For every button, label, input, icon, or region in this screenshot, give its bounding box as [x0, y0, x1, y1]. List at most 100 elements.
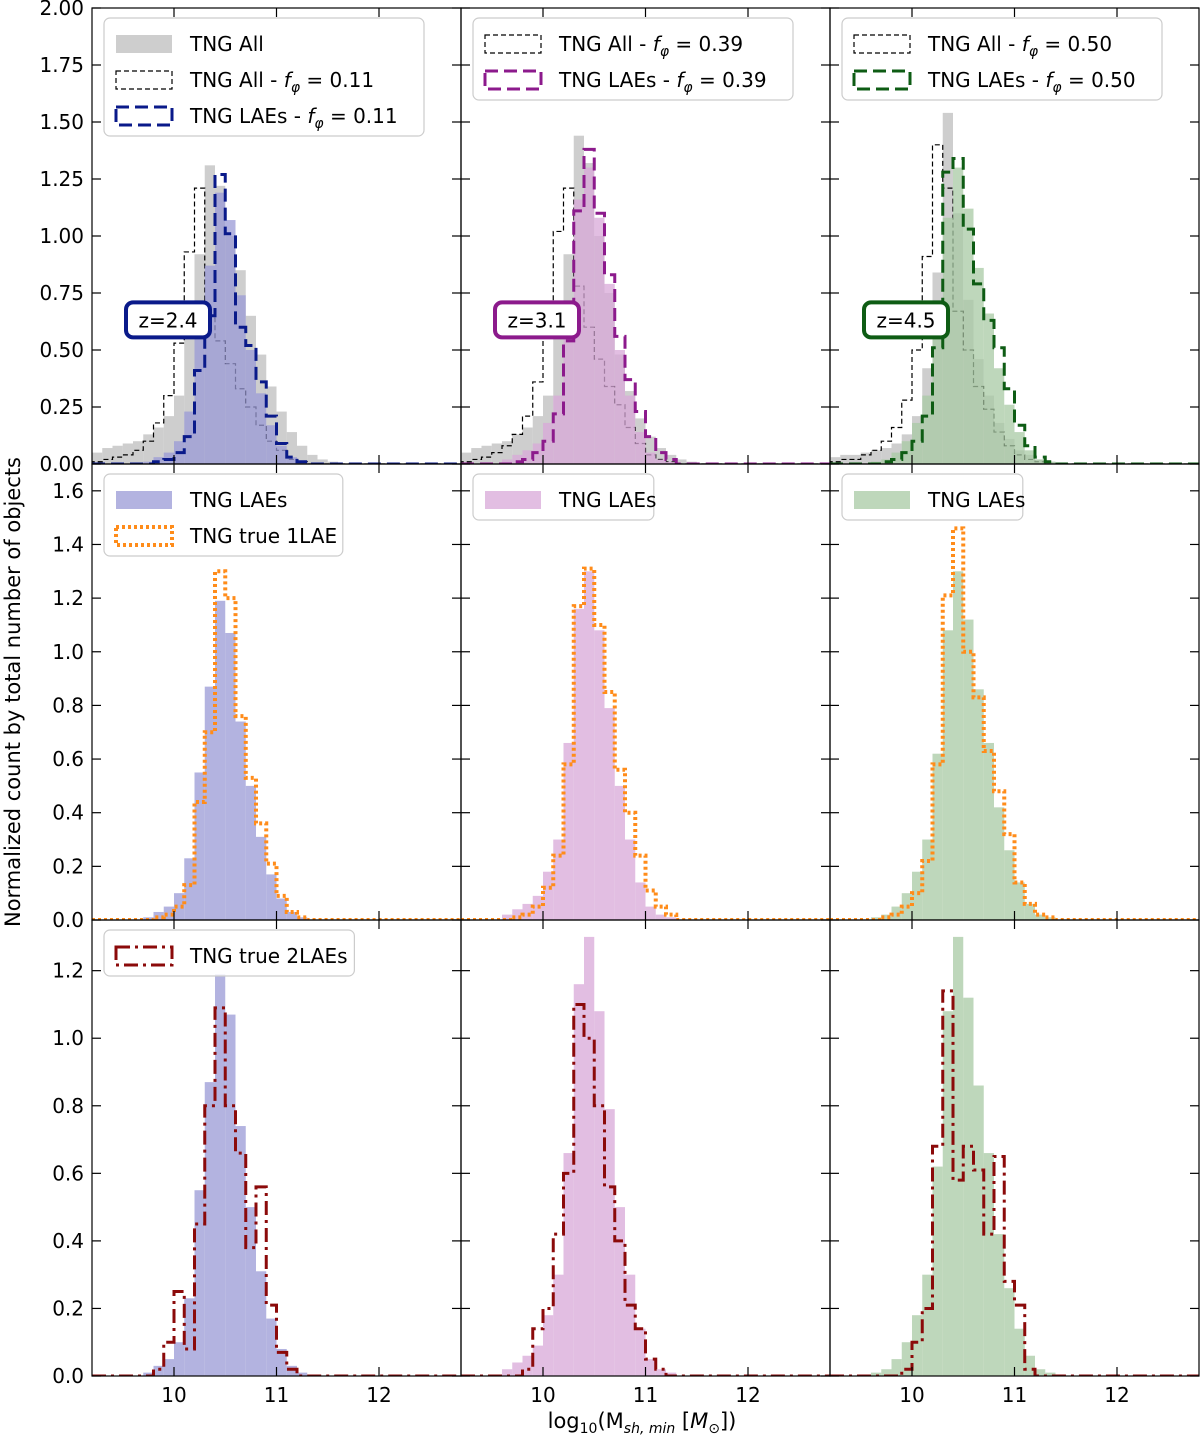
- histogram-bar: [512, 434, 523, 464]
- histogram-bar: [286, 457, 297, 464]
- histogram-bar: [245, 785, 256, 920]
- panel-row3-col1: 0.0 0.2 0.4 0.6 0.8 1.0 1.2 10 11 12 TNG true 2LAE…: [52, 919, 462, 1407]
- histogram-bar: [645, 1359, 656, 1376]
- y-tick-label: 0.25: [39, 395, 84, 419]
- histogram-step-line: [92, 172, 461, 464]
- histogram-bar: [614, 350, 625, 464]
- x-tick-label: 11: [264, 1383, 289, 1407]
- panel-row2-col1: 0.0 0.2 0.4 0.6 0.8 1.0 1.2 1.4 1.6 TNG LAEs TNG t…: [52, 463, 462, 932]
- histogram-bar: [973, 1085, 984, 1376]
- histogram-bar: [881, 1369, 892, 1376]
- histogram-bar: [573, 984, 584, 1376]
- series-tng-laes-0: [871, 936, 1056, 1376]
- series-tng-true-1lae-1: [92, 569, 461, 920]
- legend-label: TNG true 2LAEs: [189, 944, 348, 968]
- histogram-bar: [983, 742, 994, 920]
- redshift-badge: [862, 300, 950, 340]
- histogram-bar: [676, 459, 687, 464]
- y-tick-label: 1.6: [52, 479, 84, 503]
- histogram-bar: [1024, 903, 1035, 920]
- histogram-bar: [512, 1362, 523, 1376]
- histogram-bar: [112, 445, 123, 464]
- histogram-bar: [512, 454, 523, 464]
- histogram-bar: [266, 1318, 277, 1376]
- histogram-bar: [871, 450, 882, 464]
- y-tick-label: 0.2: [52, 854, 84, 878]
- histogram-bar: [604, 283, 615, 464]
- histogram-bar: [1024, 1355, 1035, 1376]
- panel-row1-col2: z=3.1 TNG All - fφ = 0.39 TNG LAEs - fφ = …: [460, 7, 831, 465]
- histogram-bar: [174, 395, 185, 464]
- histogram-bar: [625, 1274, 636, 1376]
- histogram-bar: [594, 217, 605, 464]
- histogram-bar: [1035, 914, 1046, 920]
- x-tick-label: 11: [1002, 1383, 1027, 1407]
- histogram-bar: [522, 427, 533, 464]
- legend-label: TNG All - fφ = 0.50: [927, 32, 1112, 60]
- legend-swatch: [484, 34, 542, 54]
- legend-box: [103, 929, 355, 977]
- y-tick-label: 1.2: [52, 586, 84, 610]
- histogram-bar: [932, 1166, 943, 1376]
- y-axis-label: Normalized count by total number of obje…: [1, 457, 25, 927]
- histogram-bar: [194, 1190, 205, 1376]
- histogram-bar: [215, 192, 226, 464]
- panel-row3-col3: 10 11 12: [829, 919, 1200, 1407]
- histogram-bar: [614, 1207, 625, 1376]
- y-tick-label: 0.6: [52, 747, 84, 771]
- histogram-bar: [256, 836, 267, 920]
- histogram-bar: [471, 448, 482, 464]
- histogram-bar: [584, 936, 595, 1376]
- redshift-label: z=3.1: [507, 308, 566, 332]
- y-tick-label: 1.25: [39, 167, 84, 191]
- histogram-bar: [942, 1011, 953, 1376]
- histogram-bar: [286, 432, 297, 464]
- histogram-bar: [163, 1359, 174, 1376]
- histogram-bar: [143, 1372, 154, 1376]
- y-tick-label: 0.4: [52, 801, 84, 825]
- histogram-bar: [912, 422, 923, 464]
- histogram-bar: [645, 906, 656, 920]
- histogram-bar: [225, 632, 236, 920]
- series-tng-true-2laes-1: [830, 989, 1199, 1376]
- y-tick-label: 0.0: [52, 1364, 84, 1388]
- y-tick-label: 1.4: [52, 532, 84, 556]
- legend-label: TNG LAEs: [189, 488, 287, 512]
- histogram-step-line: [830, 156, 1199, 464]
- x-tick-label: 12: [735, 1383, 760, 1407]
- histogram-bar: [522, 903, 533, 920]
- histogram-bar: [635, 432, 646, 464]
- legend-swatch: [116, 35, 172, 53]
- histogram-bar: [276, 898, 287, 920]
- x-tick-label: 11: [633, 1383, 658, 1407]
- histogram-bar: [215, 600, 226, 920]
- histogram-bar: [584, 167, 595, 464]
- histogram-bar: [1035, 459, 1046, 464]
- histogram-bar: [276, 1348, 287, 1376]
- panel-row2-col3: TNG LAEs: [829, 463, 1200, 921]
- histogram-step-line: [461, 1002, 830, 1376]
- histogram-bar: [163, 416, 174, 464]
- histogram-bar: [635, 1328, 646, 1376]
- histogram-bar: [953, 571, 964, 920]
- y-tick-label: 0.0: [52, 908, 84, 932]
- histogram-bar: [922, 839, 933, 920]
- histogram-bar: [994, 807, 1005, 920]
- histogram-bar: [625, 839, 636, 920]
- panel-frame: [460, 919, 831, 1377]
- histogram-bar: [245, 350, 256, 464]
- histogram-bar: [922, 1274, 933, 1376]
- histogram-bar: [891, 1359, 902, 1376]
- legend-label: TNG true 1LAE: [189, 524, 337, 548]
- histogram-bar: [256, 1271, 267, 1376]
- histogram-bar: [1045, 1372, 1056, 1376]
- histogram-bar: [871, 917, 882, 920]
- histogram-bar: [912, 1315, 923, 1376]
- histogram-bar: [942, 217, 953, 464]
- histogram-bar: [963, 619, 974, 920]
- histogram-bar: [297, 917, 308, 920]
- series-tng-laes-0: [143, 600, 308, 920]
- histogram-bar: [655, 1369, 666, 1376]
- histogram-step-line: [461, 566, 830, 920]
